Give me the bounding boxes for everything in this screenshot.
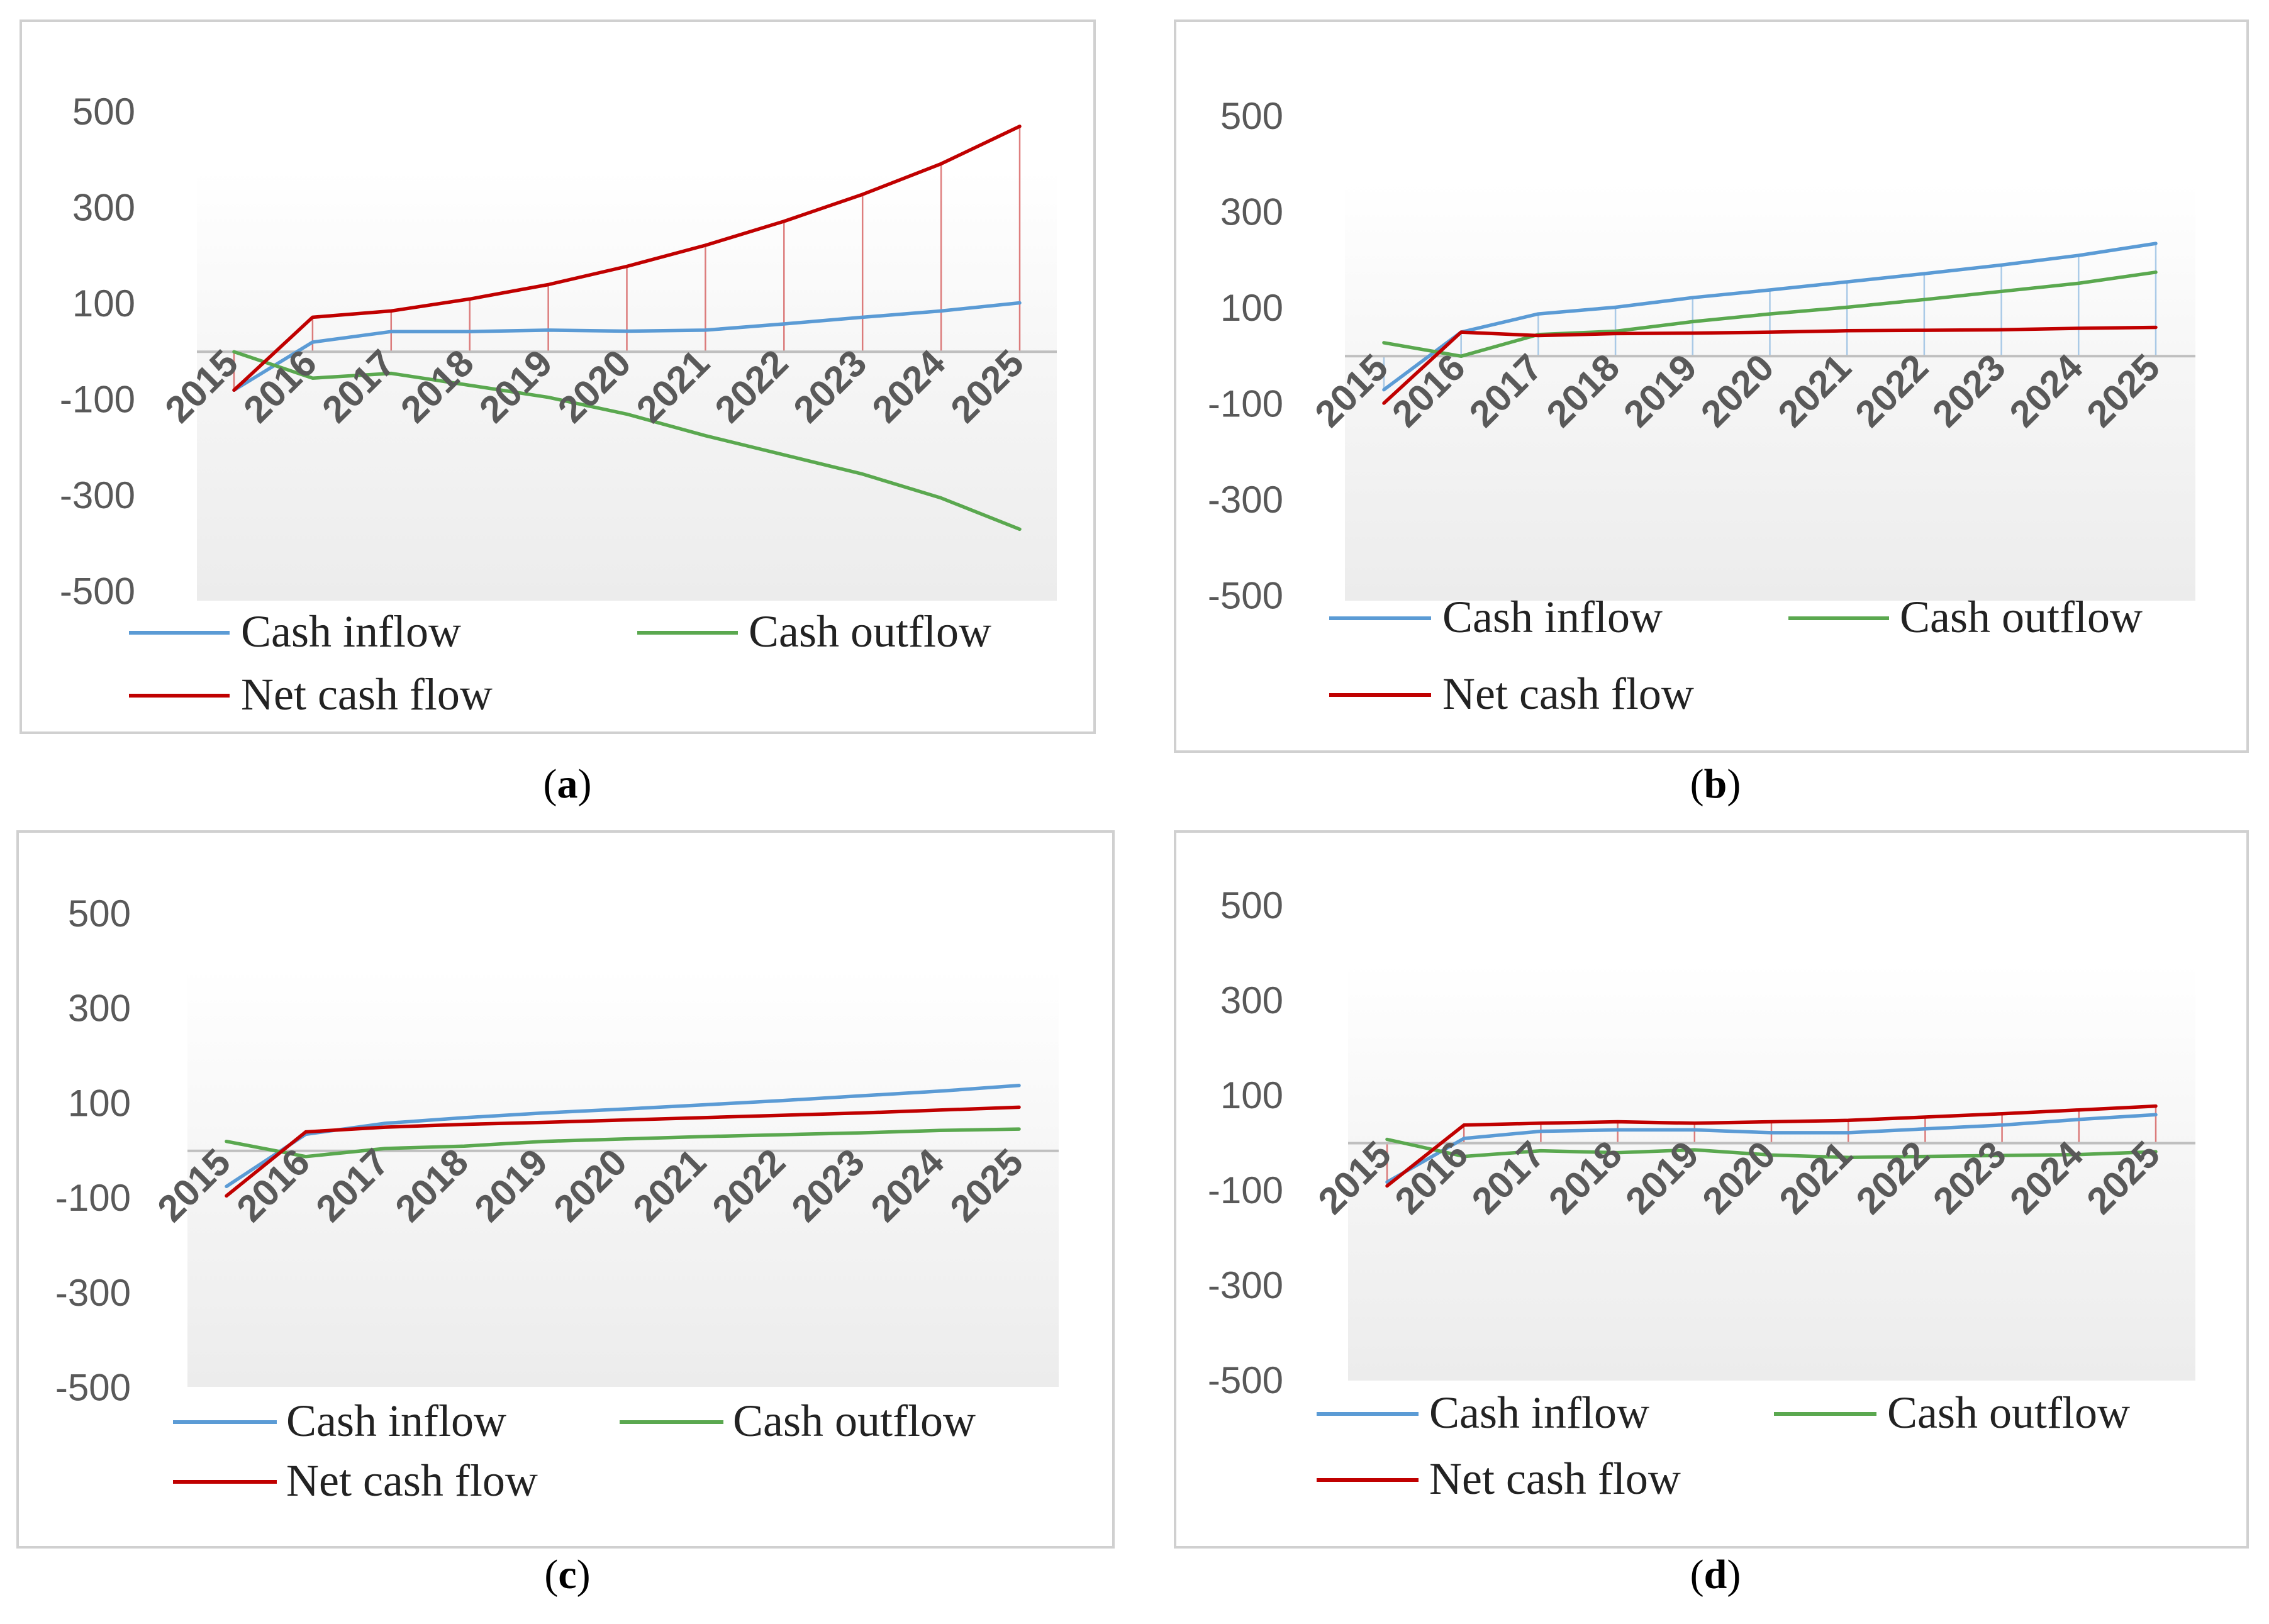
caption-close-paren: ): [1727, 1552, 1741, 1598]
panel-caption: (d): [1690, 1552, 1741, 1598]
y-tick-label: 500: [1220, 95, 1283, 137]
caption-open-paren: (: [1690, 761, 1704, 807]
panel-caption: (b): [1690, 761, 1741, 807]
caption-letter: a: [557, 761, 578, 807]
y-tick-label: -500: [1208, 1359, 1283, 1401]
chart-panel-c: 500300100-100-300-5002015201620172018201…: [16, 830, 1115, 1549]
y-tick-label: 100: [1220, 287, 1283, 329]
y-tick-label: 100: [72, 282, 135, 325]
chart-panel-b: 500300100-100-300-5002015201620172018201…: [1174, 19, 2249, 753]
series-line-cash-outflow: [1382, 270, 2158, 359]
chart-panel-a: 500300100-100-300-5002015201620172018201…: [20, 19, 1096, 734]
y-tick-label: -100: [60, 379, 135, 421]
series-line-net-cash-flow: [232, 125, 1022, 392]
y-tick-label: -100: [1208, 383, 1283, 425]
series-line-cash-inflow: [225, 1084, 1021, 1189]
series-line-net-cash-flow: [225, 1105, 1021, 1198]
plot-area: [1345, 182, 2195, 601]
y-tick-label: 300: [68, 987, 131, 1030]
caption-close-paren: ): [1727, 761, 1741, 807]
series-line-cash-inflow: [232, 301, 1022, 392]
y-tick-label: -500: [1208, 575, 1283, 617]
plot-area: [197, 170, 1057, 601]
y-tick-label: 300: [72, 187, 135, 229]
legend-label: Cash inflow: [286, 1396, 506, 1446]
chart-panel-d: 500300100-100-300-5002015201620172018201…: [1174, 830, 2249, 1549]
plot-area: [1348, 962, 2195, 1381]
legend-label: Cash inflow: [1429, 1388, 1649, 1438]
legend-label: Net cash flow: [286, 1455, 538, 1506]
y-tick-label: 500: [68, 893, 131, 935]
legend-label: Net cash flow: [1442, 669, 1694, 719]
legend-label: Cash outflow: [733, 1396, 976, 1446]
legend-label: Net cash flow: [1429, 1454, 1681, 1504]
series-line-cash-outflow: [1385, 1137, 2158, 1159]
y-tick-label: -500: [55, 1367, 131, 1409]
legend-label: Cash outflow: [1887, 1388, 2130, 1438]
legend-label: Cash inflow: [1442, 592, 1663, 642]
series-line-cash-outflow: [232, 350, 1022, 531]
series-line-net-cash-flow: [1385, 1104, 2158, 1188]
caption-letter: b: [1704, 761, 1727, 807]
caption-open-paren: (: [1690, 1552, 1704, 1598]
y-tick-label: -300: [1208, 1264, 1283, 1306]
series-line-cash-inflow: [1382, 242, 2158, 392]
legend-label: Cash outflow: [749, 606, 991, 657]
panel-caption: (c): [544, 1552, 590, 1598]
caption-close-paren: ): [578, 761, 592, 807]
caption-letter: c: [558, 1552, 576, 1598]
y-tick-label: 300: [1220, 979, 1283, 1021]
series-line-net-cash-flow: [1382, 325, 2158, 405]
caption-close-paren: ): [577, 1552, 591, 1598]
y-tick-label: 300: [1220, 191, 1283, 233]
y-tick-label: 100: [1220, 1074, 1283, 1116]
y-tick-label: -300: [55, 1272, 131, 1314]
y-tick-label: 500: [72, 91, 135, 133]
y-tick-label: 100: [68, 1082, 131, 1124]
legend-label: Cash inflow: [241, 606, 461, 657]
y-tick-label: 500: [1220, 884, 1283, 926]
panel-caption: (a): [544, 761, 592, 807]
y-tick-label: -100: [1208, 1169, 1283, 1211]
caption-open-paren: (: [544, 1552, 558, 1598]
legend-label: Net cash flow: [241, 669, 493, 720]
y-tick-label: -300: [1208, 479, 1283, 521]
caption-letter: d: [1704, 1552, 1727, 1598]
y-tick-label: -500: [60, 570, 135, 613]
y-tick-label: -300: [60, 474, 135, 516]
y-tick-label: -100: [55, 1177, 131, 1219]
caption-open-paren: (: [544, 761, 557, 807]
legend-label: Cash outflow: [1900, 592, 2143, 642]
series-line-cash-inflow: [1385, 1113, 2158, 1184]
series-line-cash-outflow: [225, 1127, 1021, 1159]
plot-area: [187, 969, 1059, 1387]
